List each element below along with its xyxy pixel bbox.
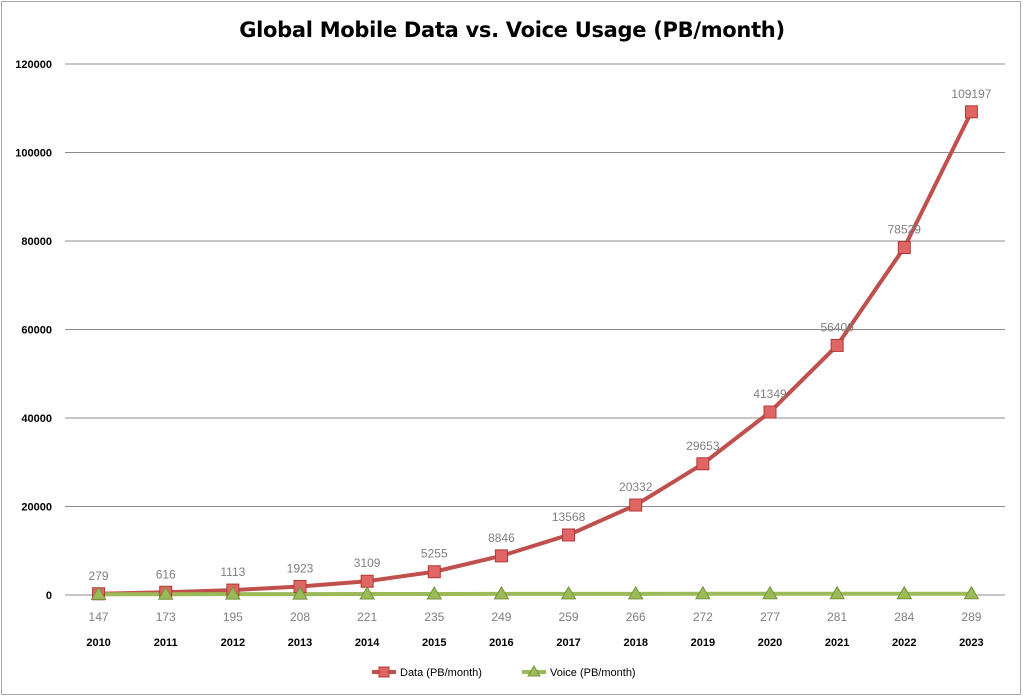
y-tick-label: 0	[46, 590, 52, 602]
x-tick-label: 2023	[959, 637, 983, 649]
voice-point-marker	[694, 585, 711, 600]
data-label: 289	[961, 610, 981, 624]
voice-point-marker	[157, 586, 174, 600]
data-label: 5255	[421, 547, 448, 561]
data-label: 272	[693, 610, 713, 624]
data-label: 109197	[951, 87, 991, 101]
x-tick-label: 2020	[758, 637, 782, 649]
data-label: 284	[894, 610, 914, 624]
data-label: 8846	[488, 531, 515, 545]
voice-point-marker	[627, 585, 644, 600]
x-tick-label: 2016	[489, 637, 513, 649]
data-label: 279	[89, 569, 109, 583]
data-label: 29653	[686, 439, 720, 453]
data-label: 235	[424, 610, 444, 624]
x-tick-label: 2018	[623, 637, 647, 649]
data-label: 173	[156, 610, 176, 624]
data-point-marker	[562, 528, 576, 542]
voice-point-marker	[224, 586, 241, 600]
x-tick-label: 2013	[288, 637, 312, 649]
data-point-marker	[629, 498, 643, 512]
voice-point-marker	[90, 586, 107, 600]
data-label: 1113	[220, 565, 245, 579]
voice-point-marker	[963, 585, 980, 600]
legend-label: Voice (PB/month)	[550, 667, 636, 679]
data-point-marker	[897, 241, 911, 255]
data-label: 56400	[820, 320, 854, 334]
voice-point-marker	[292, 586, 308, 600]
data-point-marker	[427, 565, 441, 579]
x-tick-label: 2022	[892, 637, 916, 649]
x-tick-label: 2015	[422, 637, 446, 649]
legend-square-icon	[378, 666, 390, 678]
chart-title: Global Mobile Data vs. Voice Usage (PB/m…	[239, 18, 785, 42]
data-label: 281	[827, 610, 847, 624]
series-line-data	[98, 110, 974, 596]
data-point-marker	[830, 338, 844, 352]
data-label: 147	[89, 610, 109, 624]
data-point-marker	[360, 574, 374, 588]
data-label: 20332	[619, 480, 653, 494]
y-tick-label: 40000	[21, 413, 52, 425]
voice-point-marker	[560, 585, 577, 600]
voice-point-marker	[359, 586, 376, 600]
data-label: 3109	[354, 556, 381, 570]
y-tick-label: 120000	[15, 59, 52, 71]
data-label: 616	[156, 567, 176, 581]
data-label: 259	[559, 610, 579, 624]
data-label: 266	[626, 610, 646, 624]
data-label: 195	[223, 610, 243, 624]
x-tick-label: 2014	[355, 637, 380, 649]
data-point-marker	[964, 105, 978, 119]
x-tick-label: 2010	[86, 637, 110, 649]
data-label: 208	[290, 610, 310, 624]
series-line-voice	[98, 591, 972, 597]
voice-point-marker	[762, 585, 778, 600]
y-tick-label: 60000	[21, 325, 52, 337]
x-tick-label: 2017	[556, 637, 580, 649]
x-tick-label: 2011	[154, 637, 178, 649]
y-tick-label: 80000	[21, 236, 52, 248]
data-label: 13568	[552, 510, 586, 524]
data-point-marker	[696, 457, 710, 471]
data-label: 221	[357, 610, 377, 624]
data-label: 277	[760, 610, 780, 624]
data-point-marker	[494, 549, 508, 563]
data-label: 249	[491, 610, 511, 624]
voice-point-marker	[829, 585, 846, 600]
x-tick-label: 2012	[221, 637, 245, 649]
data-point-marker	[763, 405, 777, 419]
data-label: 78529	[888, 223, 922, 237]
voice-point-marker	[896, 585, 913, 600]
x-tick-label: 2019	[691, 637, 715, 649]
y-tick-label: 100000	[15, 148, 52, 160]
voice-point-marker	[493, 585, 510, 600]
y-tick-label: 20000	[21, 502, 52, 514]
legend-triangle-icon	[527, 665, 541, 677]
data-label: 41349	[753, 387, 787, 401]
legend-label: Data (PB/month)	[400, 667, 482, 679]
data-label: 1923	[287, 561, 314, 575]
voice-point-marker	[426, 585, 443, 600]
x-tick-label: 2021	[825, 637, 849, 649]
